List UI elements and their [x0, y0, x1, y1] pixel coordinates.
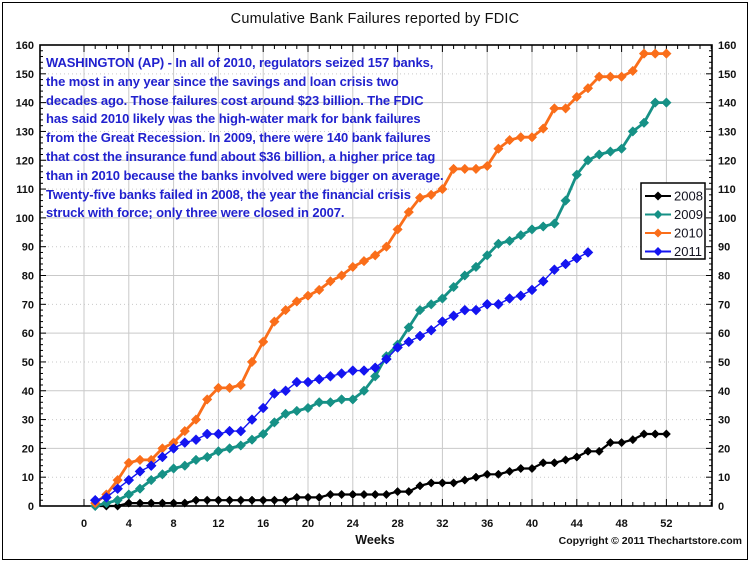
y-axis-labels-right: 0 10 20 30 40 50 60 70 80 90 100 110 120 130 140 150 160 — [718, 40, 736, 513]
legend-label-2011: 2011 — [674, 244, 702, 259]
svg-text:60: 60 — [718, 328, 730, 340]
plot-border — [39, 44, 713, 507]
svg-text:16: 16 — [257, 518, 269, 530]
svg-text:20: 20 — [22, 443, 34, 455]
legend-label-2008: 2008 — [674, 189, 703, 204]
svg-text:110: 110 — [718, 184, 736, 196]
svg-text:40: 40 — [526, 518, 538, 530]
svg-text:40: 40 — [718, 386, 730, 398]
series-2009 — [90, 97, 672, 512]
svg-text:28: 28 — [391, 518, 403, 530]
y-axis-labels-left: 0 10 20 30 40 50 60 70 80 90 100 110 120 130 140 150 160 — [16, 40, 34, 513]
svg-text:12: 12 — [212, 518, 224, 530]
series-2011 — [89, 247, 594, 506]
svg-text:120: 120 — [16, 155, 34, 167]
svg-text:44: 44 — [571, 518, 584, 530]
legend-entry-2010: 2010 — [645, 226, 703, 241]
svg-text:30: 30 — [22, 415, 34, 427]
svg-text:10: 10 — [22, 472, 34, 484]
svg-text:80: 80 — [718, 271, 730, 283]
svg-text:36: 36 — [481, 518, 493, 530]
legend-entry-2011: 2011 — [645, 244, 702, 259]
svg-text:0: 0 — [81, 518, 87, 530]
svg-text:100: 100 — [16, 213, 34, 225]
svg-text:0: 0 — [28, 501, 34, 513]
svg-text:160: 160 — [718, 40, 736, 52]
series-2008 — [90, 429, 671, 511]
legend-label-2010: 2010 — [674, 226, 703, 241]
svg-text:40: 40 — [22, 386, 34, 398]
svg-text:100: 100 — [718, 213, 736, 225]
legend-entry-2008: 2008 — [645, 189, 703, 204]
svg-text:32: 32 — [436, 518, 448, 530]
svg-text:50: 50 — [718, 357, 730, 369]
legend: 2008 2009 2010 2011 — [640, 182, 706, 260]
svg-text:0: 0 — [718, 501, 724, 513]
copyright-text: Copyright © 2011 Thechartstore.com — [558, 535, 742, 547]
svg-text:80: 80 — [22, 271, 34, 283]
svg-text:50: 50 — [22, 357, 34, 369]
svg-text:90: 90 — [718, 242, 730, 254]
svg-text:8: 8 — [171, 518, 177, 530]
svg-text:4: 4 — [126, 518, 133, 530]
svg-text:10: 10 — [718, 472, 730, 484]
svg-text:70: 70 — [22, 299, 34, 311]
annotation-text: WASHINGTON (AP) - In all of 2010, regula… — [46, 55, 444, 221]
legend-entry-2009: 2009 — [645, 207, 703, 222]
svg-text:90: 90 — [22, 242, 34, 254]
svg-text:120: 120 — [718, 155, 736, 167]
svg-text:160: 160 — [16, 40, 34, 52]
svg-text:20: 20 — [718, 443, 730, 455]
chart-title: Cumulative Bank Failures reported by FDI… — [230, 11, 520, 27]
x-axis-labels: 0 4 8 12 16 20 24 28 32 36 40 44 48 52 — [81, 518, 673, 530]
svg-text:150: 150 — [718, 69, 736, 81]
svg-text:130: 130 — [718, 126, 736, 138]
x-axis-title: Weeks — [355, 533, 395, 547]
svg-text:24: 24 — [347, 518, 360, 530]
svg-text:140: 140 — [16, 98, 34, 110]
svg-text:110: 110 — [16, 184, 34, 196]
svg-text:30: 30 — [718, 415, 730, 427]
svg-text:140: 140 — [718, 98, 736, 110]
svg-text:48: 48 — [615, 518, 627, 530]
legend-label-2009: 2009 — [674, 207, 703, 222]
svg-text:150: 150 — [16, 69, 34, 81]
svg-text:60: 60 — [22, 328, 34, 340]
svg-text:52: 52 — [660, 518, 672, 530]
svg-text:130: 130 — [16, 126, 34, 138]
svg-text:20: 20 — [302, 518, 314, 530]
svg-text:70: 70 — [718, 299, 730, 311]
